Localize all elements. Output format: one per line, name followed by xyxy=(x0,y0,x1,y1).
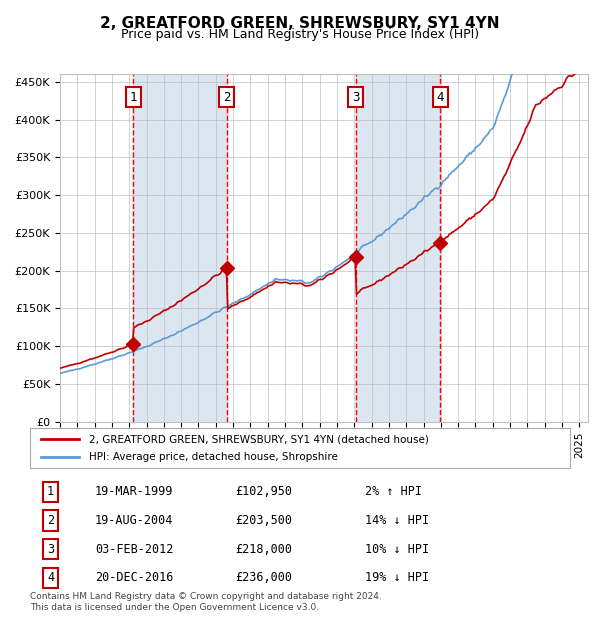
Text: Contains HM Land Registry data © Crown copyright and database right 2024.
This d: Contains HM Land Registry data © Crown c… xyxy=(30,592,382,611)
Text: 2: 2 xyxy=(47,514,54,527)
Text: 19-MAR-1999: 19-MAR-1999 xyxy=(95,485,173,498)
Text: 03-FEB-2012: 03-FEB-2012 xyxy=(95,542,173,556)
Text: 2% ↑ HPI: 2% ↑ HPI xyxy=(365,485,422,498)
Text: 2, GREATFORD GREEN, SHREWSBURY, SY1 4YN (detached house): 2, GREATFORD GREEN, SHREWSBURY, SY1 4YN … xyxy=(89,434,429,444)
Text: £102,950: £102,950 xyxy=(235,485,292,498)
Text: 20-DEC-2016: 20-DEC-2016 xyxy=(95,572,173,585)
Text: 14% ↓ HPI: 14% ↓ HPI xyxy=(365,514,429,527)
Bar xyxy=(133,74,227,422)
Text: 19-AUG-2004: 19-AUG-2004 xyxy=(95,514,173,527)
Text: 2: 2 xyxy=(223,91,230,104)
Text: 3: 3 xyxy=(352,91,359,104)
Text: HPI: Average price, detached house, Shropshire: HPI: Average price, detached house, Shro… xyxy=(89,452,338,462)
Text: £218,000: £218,000 xyxy=(235,542,292,556)
Text: 3: 3 xyxy=(47,542,54,556)
Text: 2, GREATFORD GREEN, SHREWSBURY, SY1 4YN: 2, GREATFORD GREEN, SHREWSBURY, SY1 4YN xyxy=(100,16,500,30)
Text: 4: 4 xyxy=(47,572,54,585)
Text: 4: 4 xyxy=(437,91,444,104)
Text: Price paid vs. HM Land Registry's House Price Index (HPI): Price paid vs. HM Land Registry's House … xyxy=(121,28,479,41)
Bar xyxy=(356,74,440,422)
Text: £203,500: £203,500 xyxy=(235,514,292,527)
Text: 10% ↓ HPI: 10% ↓ HPI xyxy=(365,542,429,556)
Text: 1: 1 xyxy=(47,485,54,498)
Text: £236,000: £236,000 xyxy=(235,572,292,585)
Text: 19% ↓ HPI: 19% ↓ HPI xyxy=(365,572,429,585)
Text: 1: 1 xyxy=(130,91,137,104)
